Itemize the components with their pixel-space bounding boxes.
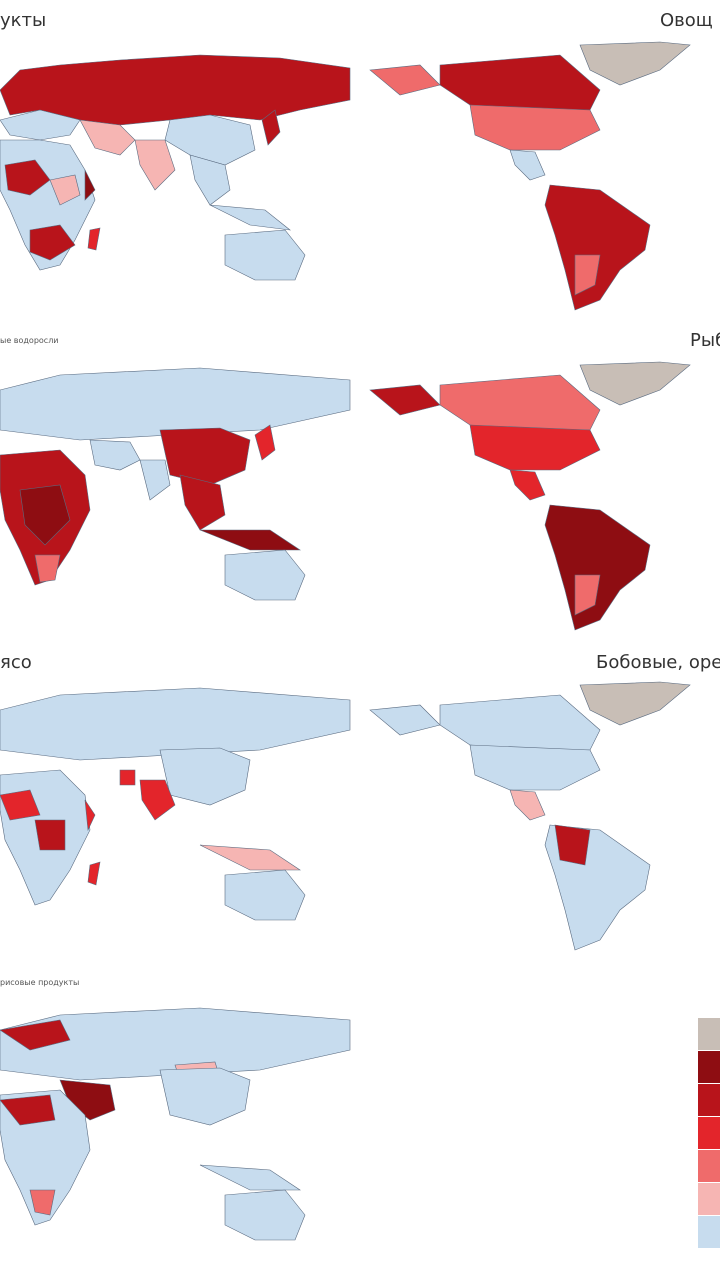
legend-swatch bbox=[698, 1051, 720, 1084]
legend-swatch bbox=[698, 1018, 720, 1051]
map-panel-7 bbox=[0, 1000, 360, 1280]
map-panel-4 bbox=[360, 360, 720, 640]
map-panel-5 bbox=[0, 680, 360, 960]
legend-swatch bbox=[698, 1216, 720, 1249]
panel-title-1: укты bbox=[0, 10, 47, 31]
legend-swatch bbox=[698, 1084, 720, 1117]
map-panel-3 bbox=[0, 360, 360, 640]
panel-title-2: Овощ bbox=[660, 10, 713, 31]
map-panel-2 bbox=[360, 40, 720, 320]
panel-title-7: рисовые продукты bbox=[0, 978, 80, 987]
panel-title-3: ые водоросли bbox=[0, 336, 59, 345]
panel-title-5: ясо bbox=[0, 652, 32, 673]
legend-swatch bbox=[698, 1117, 720, 1150]
legend-swatch bbox=[698, 1183, 720, 1216]
legend-swatch bbox=[698, 1150, 720, 1183]
map-panel-1 bbox=[0, 40, 360, 320]
color-legend bbox=[698, 1018, 720, 1249]
map-panel-6 bbox=[360, 680, 720, 960]
panel-title-4: Рыб bbox=[690, 330, 720, 351]
panel-title-6: Бобовые, оре bbox=[596, 652, 720, 673]
